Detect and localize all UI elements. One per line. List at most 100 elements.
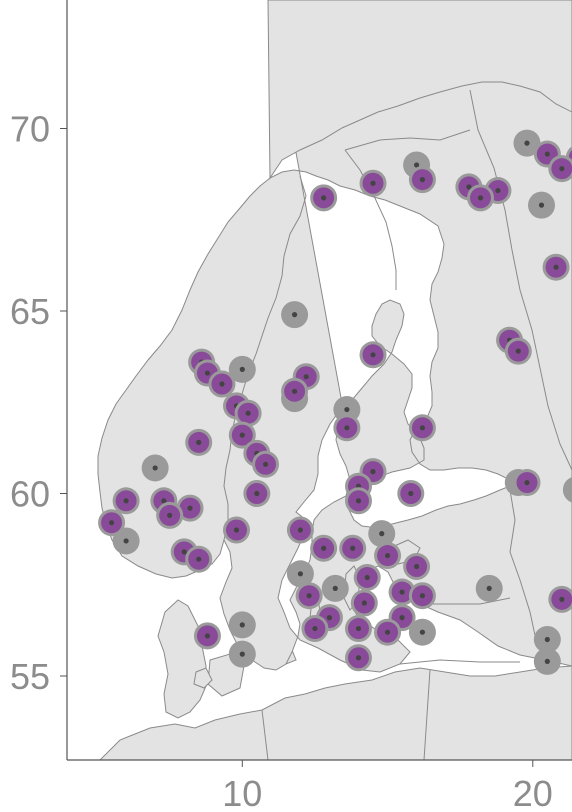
- site-point: [384, 629, 391, 635]
- site-point: [544, 636, 550, 643]
- site-point: [239, 651, 245, 657]
- site-point: [495, 187, 501, 194]
- site-point: [515, 348, 521, 354]
- site-point: [167, 512, 173, 519]
- site-marker: [374, 618, 402, 646]
- site-point: [233, 527, 240, 533]
- site-marker: [228, 355, 256, 383]
- site-marker: [193, 622, 221, 650]
- site-point: [370, 469, 376, 475]
- site-point: [321, 195, 327, 201]
- funen-land: [193, 667, 213, 689]
- baltic-borders: [399, 489, 537, 665]
- site-point: [219, 381, 225, 387]
- site-point: [312, 625, 318, 632]
- site-marker: [112, 527, 140, 555]
- site-point: [204, 633, 211, 639]
- site-marker: [475, 574, 503, 602]
- site-marker: [252, 450, 280, 478]
- site-marker: [345, 644, 372, 672]
- site-point: [254, 490, 260, 497]
- site-point: [196, 556, 202, 562]
- sites-layer: [98, 129, 572, 675]
- site-point: [355, 498, 362, 504]
- denmark-land: [157, 599, 207, 719]
- site-marker: [350, 589, 378, 617]
- site-point: [297, 571, 303, 577]
- site-point: [204, 370, 211, 376]
- y-tick-label: 70: [10, 109, 50, 150]
- site-marker: [562, 477, 572, 503]
- site-marker: [281, 301, 309, 329]
- site-marker: [321, 574, 349, 602]
- site-point: [239, 366, 245, 372]
- site-marker: [156, 501, 184, 529]
- y-tick-label: 65: [10, 291, 50, 332]
- site-marker: [408, 582, 436, 610]
- site-point: [544, 658, 550, 665]
- site-point: [559, 596, 565, 602]
- site-marker: [388, 578, 416, 606]
- site-point: [466, 184, 472, 190]
- norway-finland-border: [344, 129, 471, 151]
- site-point: [245, 410, 251, 416]
- site-point: [361, 600, 367, 606]
- site-point: [538, 202, 545, 208]
- site-marker: [368, 520, 396, 548]
- site-point: [524, 140, 530, 146]
- site-point: [181, 549, 187, 555]
- site-point: [187, 505, 193, 511]
- finland-russia-border: [469, 89, 572, 471]
- site-marker: [533, 626, 561, 653]
- germany-poland-border: [261, 669, 431, 760]
- site-marker: [243, 480, 271, 507]
- site-marker: [408, 414, 436, 442]
- site-marker: [141, 454, 169, 482]
- site-point: [108, 520, 115, 526]
- site-point: [262, 461, 269, 467]
- site-marker: [176, 494, 204, 522]
- site-marker: [228, 640, 256, 668]
- site-point: [321, 545, 327, 551]
- site-point: [477, 195, 484, 201]
- site-marker: [548, 585, 572, 613]
- site-point: [370, 352, 376, 358]
- site-marker: [548, 155, 572, 183]
- site-point: [408, 490, 414, 497]
- site-point: [196, 439, 202, 445]
- basemap: [68, 0, 572, 760]
- site-point: [306, 593, 312, 599]
- site-point: [344, 406, 350, 413]
- site-point: [297, 527, 303, 533]
- site-marker: [397, 480, 425, 507]
- site-marker: [286, 516, 314, 544]
- site-point: [419, 593, 426, 599]
- site-point: [399, 589, 405, 595]
- site-marker: [228, 611, 256, 639]
- site-point: [419, 425, 426, 431]
- site-marker: [513, 469, 541, 497]
- site-marker: [112, 487, 140, 515]
- site-marker: [374, 542, 402, 570]
- site-marker: [542, 253, 570, 281]
- site-point: [239, 432, 245, 438]
- site-point: [123, 498, 129, 504]
- north-cape-land: [267, 0, 572, 180]
- site-point: [364, 574, 370, 581]
- site-marker: [345, 615, 372, 643]
- site-marker: [301, 615, 329, 643]
- site-marker: [286, 560, 314, 588]
- site-marker: [513, 129, 541, 157]
- site-point: [355, 655, 362, 661]
- site-marker: [234, 399, 262, 427]
- site-point: [332, 585, 338, 592]
- y-tick-label: 55: [10, 656, 50, 697]
- site-point: [152, 465, 158, 471]
- y-tick-label: 60: [10, 474, 50, 515]
- ticks-layer: 10203055606570: [10, 109, 553, 812]
- site-marker: [339, 534, 367, 562]
- site-point: [419, 177, 426, 183]
- site-marker: [353, 563, 381, 591]
- site-marker: [222, 516, 250, 544]
